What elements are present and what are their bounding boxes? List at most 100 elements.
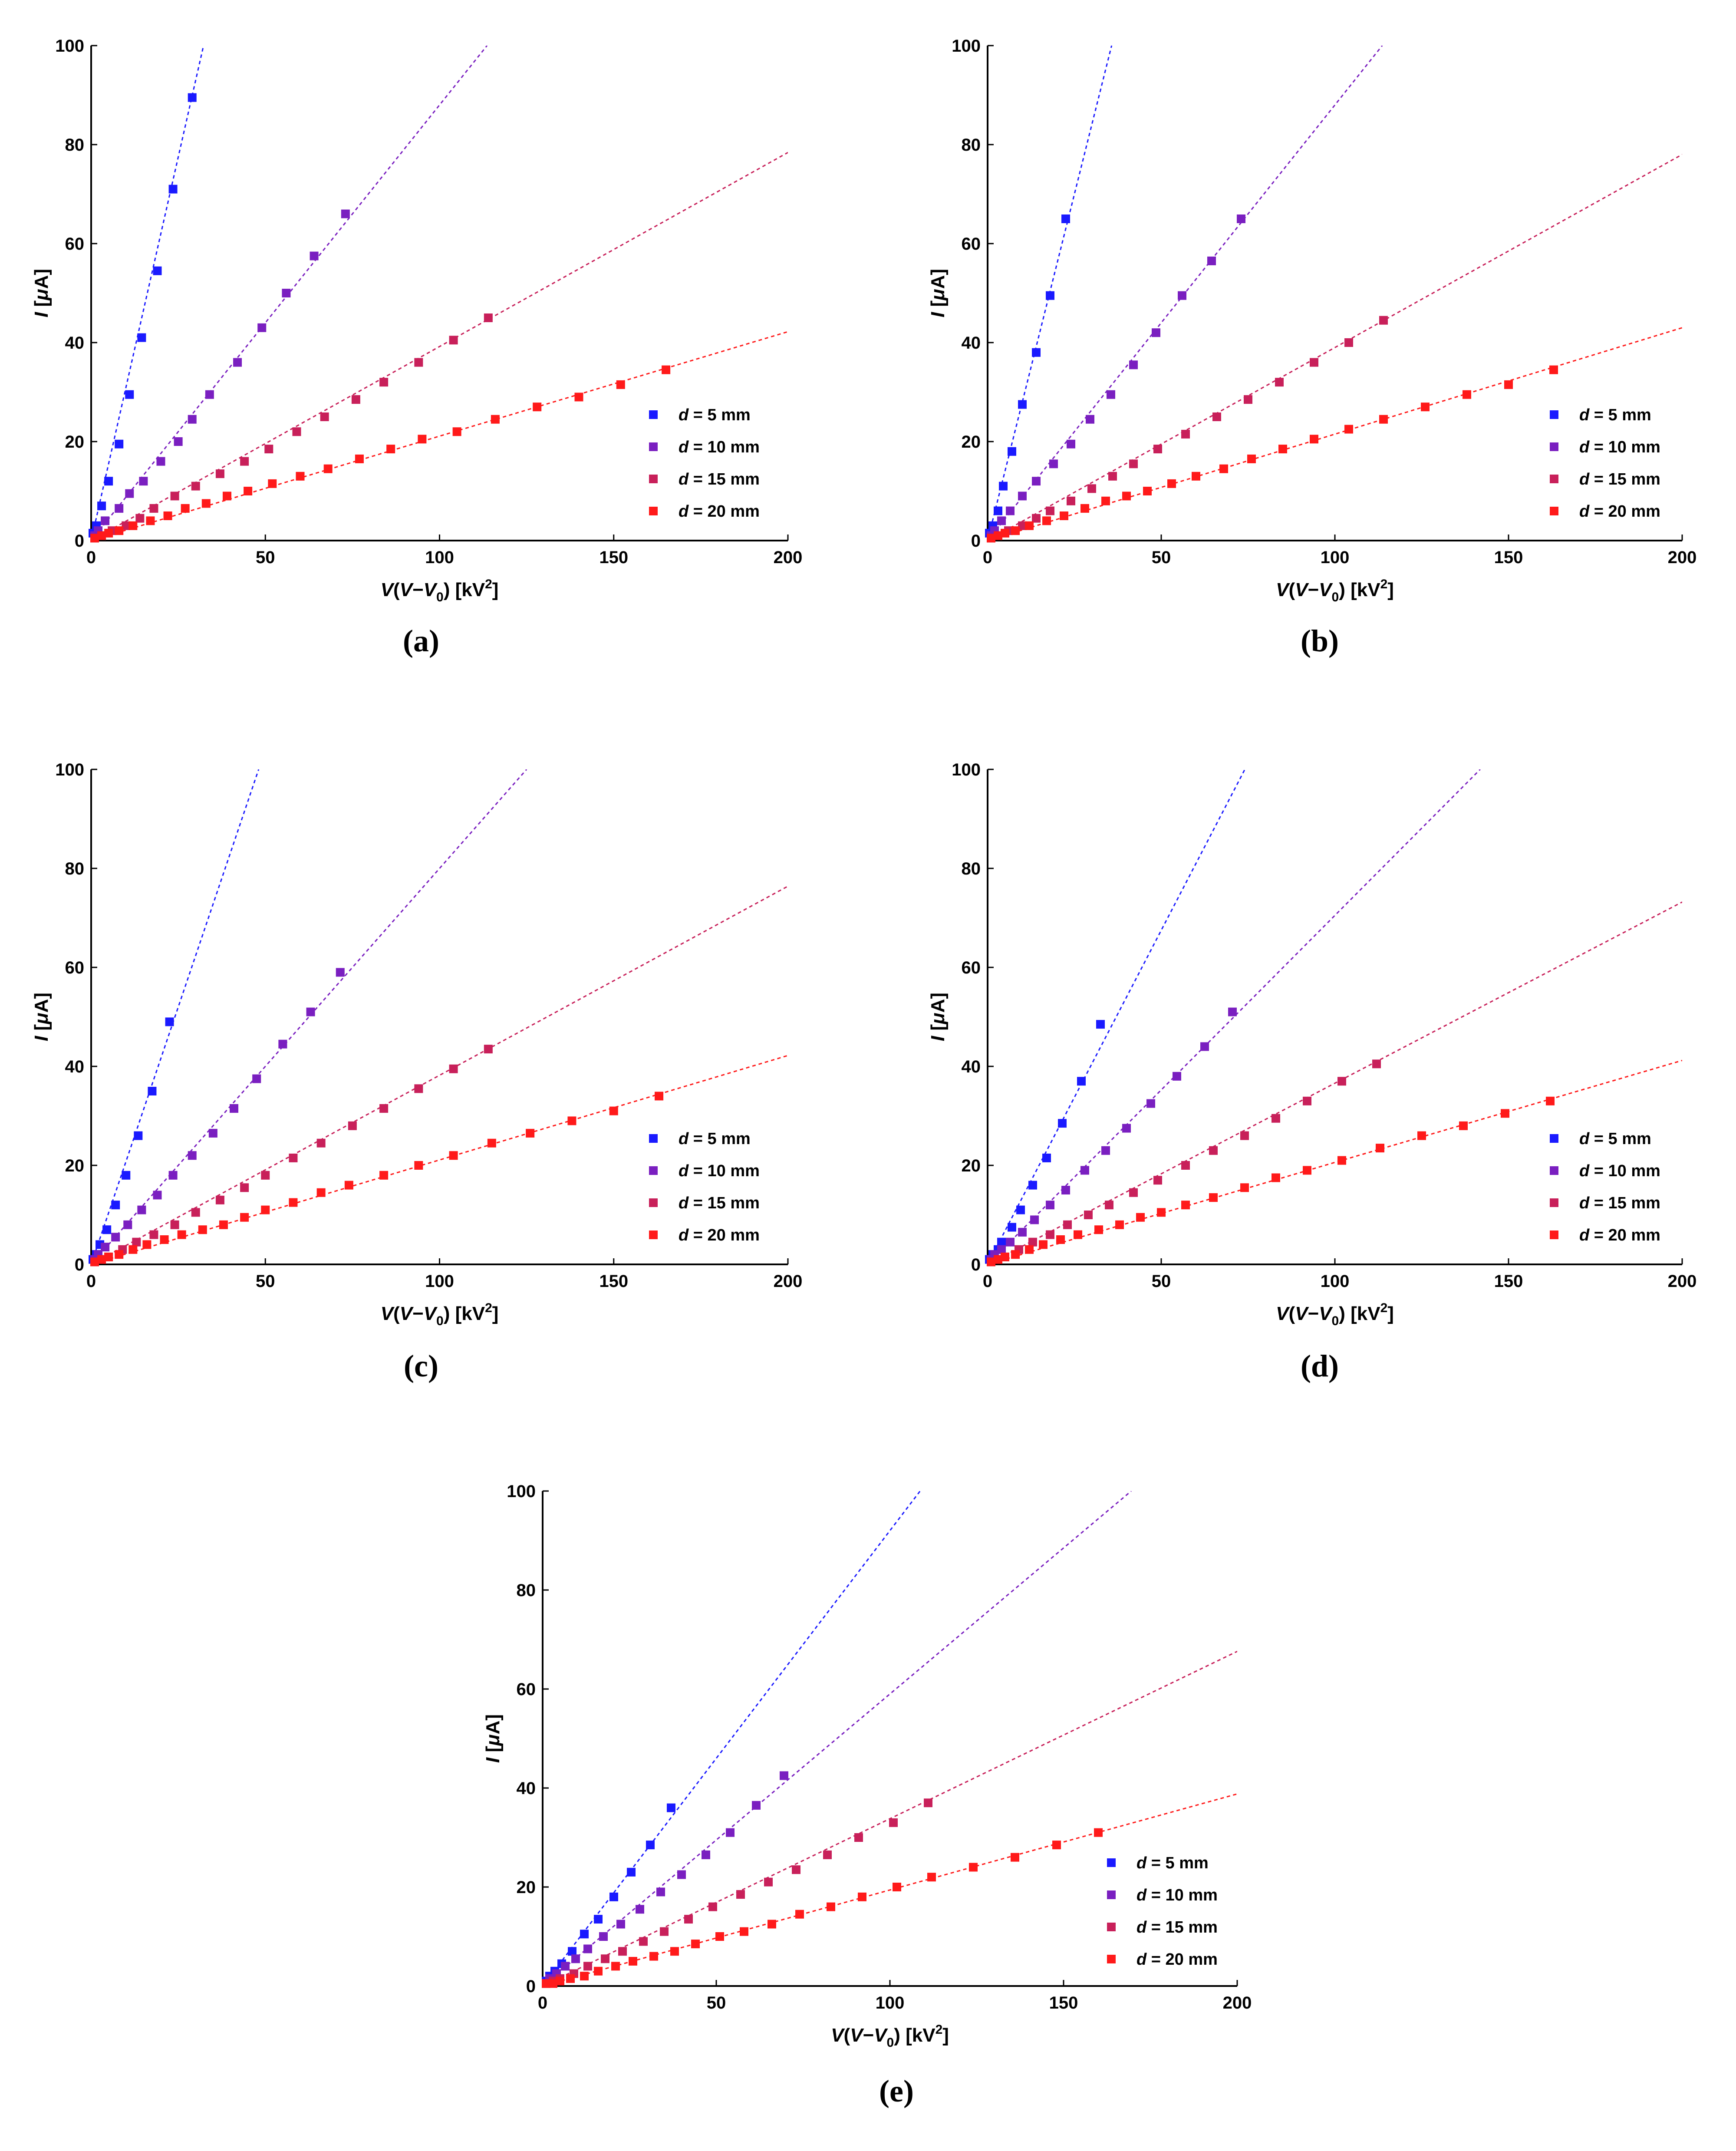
data-point <box>1107 390 1115 399</box>
y-tick-label: 20 <box>65 1156 85 1175</box>
data-point <box>282 289 291 297</box>
legend-entry: d = 15 mm <box>679 470 760 488</box>
data-point <box>1192 472 1200 481</box>
legend-marker <box>649 1231 658 1239</box>
x-tick-label: 200 <box>774 1272 803 1291</box>
fit-line <box>91 46 204 541</box>
y-tick-label: 0 <box>971 531 981 551</box>
legend-entry: d = 20 mm <box>679 1226 760 1244</box>
data-point <box>1372 1059 1381 1069</box>
legend-marker <box>1550 507 1558 515</box>
y-axis-title: I [μA] <box>31 269 52 317</box>
y-tick-label: 60 <box>962 958 981 977</box>
y-tick-label: 80 <box>962 859 981 878</box>
data-point <box>1096 1020 1105 1029</box>
data-point <box>156 457 165 466</box>
data-point <box>278 1039 287 1049</box>
data-point <box>549 1979 557 1988</box>
y-tick-label: 60 <box>65 234 85 254</box>
data-point <box>1025 521 1034 530</box>
y-tick-label: 60 <box>65 958 85 977</box>
data-point <box>348 1121 357 1130</box>
y-axis-title: I [μA] <box>927 269 949 317</box>
y-tick-label: 40 <box>962 1057 981 1076</box>
x-axis-title: V(V−V0) [kV2] <box>1276 1301 1394 1328</box>
data-point <box>414 1084 423 1093</box>
data-point <box>1101 496 1110 505</box>
data-point <box>351 395 360 404</box>
data-point <box>101 516 110 525</box>
fit-line <box>988 46 1383 541</box>
legend-marker <box>1550 475 1558 483</box>
data-point <box>1167 479 1176 488</box>
data-point <box>636 1905 644 1914</box>
data-point <box>533 402 542 412</box>
data-point <box>181 504 190 513</box>
data-point <box>823 1850 832 1859</box>
data-point <box>153 266 162 275</box>
data-point <box>1501 1109 1509 1118</box>
legend-entry: d = 20 mm <box>1579 1226 1660 1244</box>
data-point <box>795 1910 804 1919</box>
data-point <box>1173 1072 1181 1081</box>
data-point <box>1011 1250 1020 1259</box>
data-point <box>827 1902 835 1911</box>
data-point <box>656 1887 665 1897</box>
data-point <box>1275 378 1284 387</box>
fit-line <box>543 1491 1132 1986</box>
data-point <box>1379 415 1388 424</box>
data-point <box>268 479 277 488</box>
data-point <box>386 445 395 454</box>
data-point <box>1018 1227 1027 1237</box>
data-point <box>1247 454 1256 463</box>
data-point <box>691 1940 700 1949</box>
data-point <box>601 1954 609 1963</box>
legend-entry: d = 20 mm <box>1136 1950 1218 1969</box>
data-point <box>1463 390 1471 399</box>
data-point <box>1001 528 1009 538</box>
data-point <box>137 1205 146 1214</box>
data-point <box>153 1191 162 1200</box>
data-point <box>240 1213 249 1222</box>
data-point <box>542 1979 550 1988</box>
data-point <box>708 1902 717 1911</box>
data-point <box>1016 1205 1025 1214</box>
data-point <box>149 1230 158 1239</box>
data-point <box>994 1255 1002 1264</box>
data-point <box>115 504 124 513</box>
data-point <box>997 1237 1006 1247</box>
legend-entry: d = 5 mm <box>1579 406 1651 424</box>
legend-marker <box>1550 442 1558 451</box>
data-point <box>163 511 172 520</box>
data-point <box>1344 425 1353 434</box>
data-point <box>219 1220 228 1229</box>
data-point <box>1244 395 1252 404</box>
data-point <box>594 1966 603 1976</box>
legend-entry: d = 5 mm <box>679 406 751 424</box>
fit-line <box>91 885 788 1264</box>
data-point <box>487 1138 496 1148</box>
legend-marker <box>1107 1858 1116 1867</box>
y-tick-label: 60 <box>962 234 981 254</box>
legend-marker <box>649 442 658 451</box>
data-point <box>677 1870 686 1879</box>
data-point <box>344 1181 353 1190</box>
data-point <box>115 526 124 535</box>
data-point <box>289 1153 298 1162</box>
x-tick-label: 0 <box>983 1272 992 1291</box>
x-axis-title: V(V−V0) [kV2] <box>831 2022 949 2050</box>
legend-entry: d = 10 mm <box>679 438 760 456</box>
x-tick-label: 0 <box>86 548 96 567</box>
legend-entry: d = 10 mm <box>679 1162 760 1180</box>
y-axis-title: I [μA] <box>927 993 949 1041</box>
data-point <box>1504 380 1513 389</box>
data-point <box>702 1850 710 1859</box>
data-point <box>233 358 242 367</box>
data-point <box>997 1245 1006 1254</box>
data-point <box>123 1220 132 1229</box>
data-point <box>1018 400 1027 409</box>
data-point <box>142 1240 152 1249</box>
x-tick-label: 100 <box>425 1272 454 1291</box>
data-point <box>97 531 106 540</box>
data-point <box>125 489 134 498</box>
